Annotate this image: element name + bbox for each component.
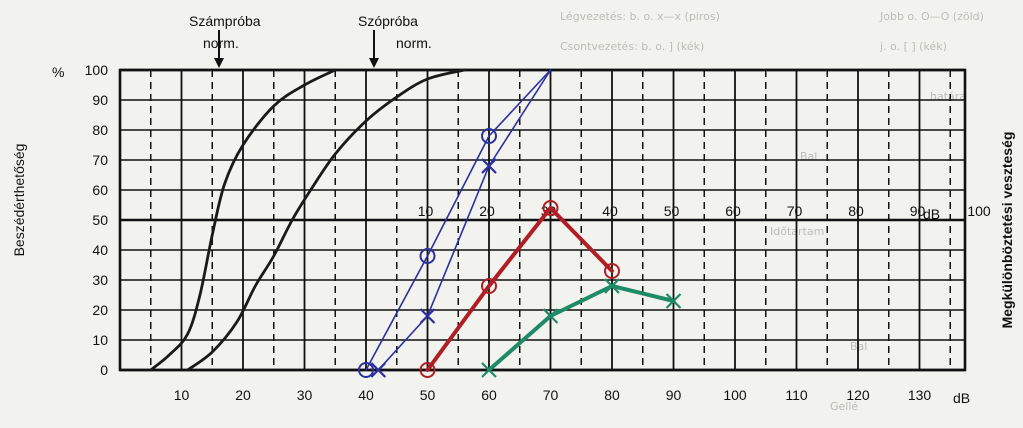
series-line-5 [487, 284, 676, 372]
x-bottom-tick-label: 10 [174, 387, 190, 403]
y-axis-ticks: 0 10 20 30 40 50 60 70 80 90 100 [85, 62, 109, 378]
x-middle-tick-label: 40 [602, 203, 618, 219]
x-bottom-tick-label: 20 [235, 387, 251, 403]
svg-text:Légvezetés: b. o. x—x (piros): Légvezetés: b. o. x—x (piros) [560, 10, 720, 23]
grid [118, 68, 967, 372]
right-axis-title: Megkülönböztetési veszteség [999, 132, 1015, 329]
series-3-point [370, 362, 387, 378]
x-bottom-tick-label: 110 [785, 387, 808, 403]
annotation-szoproba-title: Szópróba [358, 13, 418, 29]
y-tick-label: 10 [92, 332, 108, 348]
x-middle-tick-label: 10 [418, 203, 434, 219]
series-2-point [419, 248, 436, 264]
annotation-szamproba-arrowhead [214, 58, 224, 68]
y-tick-label: 20 [92, 302, 108, 318]
y-tick-label: 70 [92, 152, 108, 168]
annotation-szamproba: Számpróba norm. [189, 13, 261, 68]
plot-frame [118, 68, 967, 372]
series-4-point [481, 278, 497, 294]
svg-text:Gellé: Gellé [830, 400, 858, 413]
series-line-2 [365, 69, 552, 371]
svg-text:Csontvezetés: b. o. ] (kék): Csontvezetés: b. o. ] (kék) [560, 40, 704, 53]
x-middle-tick-label: 20 [479, 203, 495, 219]
series-4-point [542, 200, 559, 216]
y-tick-label: 30 [92, 272, 108, 288]
annotation-szamproba-title: Számpróba [189, 13, 261, 29]
annotation-szoproba-arrowhead [369, 58, 379, 68]
y-tick-label: 100 [85, 62, 109, 78]
series-layer [149, 68, 682, 378]
series-line-0 [149, 68, 337, 372]
x-middle-tick-label: 90 [910, 203, 926, 219]
svg-text:Jobb o. O—O (zöld): Jobb o. O—O (zöld) [879, 10, 984, 23]
x-bottom-tick-label: 130 [908, 387, 932, 403]
x-bottom-tick-label: 90 [666, 387, 682, 403]
annotation-szoproba: Szópróba norm. [358, 13, 432, 68]
x-bottom-tick-label: 120 [846, 387, 870, 403]
svg-text:j. o. [ ] (kék): j. o. [ ] (kék) [879, 40, 947, 53]
series-2-point [481, 128, 497, 144]
series-5-point [542, 308, 559, 324]
x-middle-tick-label: 70 [787, 203, 803, 219]
x-bottom-tick-label: 40 [358, 387, 374, 403]
x-middle-tick-label: 100 [967, 203, 991, 219]
y-tick-label: 40 [92, 242, 108, 258]
series-line-3 [377, 69, 552, 371]
series-5-point [665, 293, 682, 309]
x-middle-tick-label: 80 [848, 203, 864, 219]
x-bottom-tick-label: 70 [543, 387, 559, 403]
y-unit-label: % [52, 64, 64, 80]
y-tick-label: 90 [92, 92, 108, 108]
series-5-point [604, 278, 620, 294]
svg-text:határa: határa [930, 90, 966, 103]
series-4-point [419, 362, 436, 378]
x-axis-bottom-ticks: 10 20 30 40 50 60 70 80 90 100 110 120 130 [174, 387, 932, 403]
x-bottom-tick-label: 50 [420, 387, 436, 403]
y-tick-label: 60 [92, 182, 108, 198]
x-bottom-unit: dB [953, 390, 970, 406]
y-axis-title: Beszédérthetőség [11, 144, 27, 257]
series-line-4 [425, 206, 614, 372]
x-bottom-tick-label: 80 [604, 387, 620, 403]
x-bottom-tick-label: 30 [297, 387, 313, 403]
y-tick-label: 50 [92, 212, 108, 228]
x-bottom-tick-label: 60 [481, 387, 497, 403]
x-middle-unit: dB [923, 206, 940, 222]
svg-text:Bal: Bal [800, 150, 817, 163]
x-middle-tick-label: 60 [725, 203, 741, 219]
y-tick-label: 80 [92, 122, 108, 138]
series-3-point [481, 158, 497, 174]
series-line-1 [186, 68, 466, 372]
y-tick-label: 0 [100, 362, 108, 378]
series-5-point [481, 362, 497, 378]
annotation-szoproba-sub: norm. [396, 35, 432, 51]
series-2-point [358, 362, 374, 378]
series-3-point [419, 308, 436, 324]
series-4-point [604, 263, 620, 279]
annotation-szamproba-sub: norm. [203, 35, 239, 51]
x-middle-tick-label: 50 [664, 203, 680, 219]
x-bottom-tick-label: 100 [723, 387, 747, 403]
